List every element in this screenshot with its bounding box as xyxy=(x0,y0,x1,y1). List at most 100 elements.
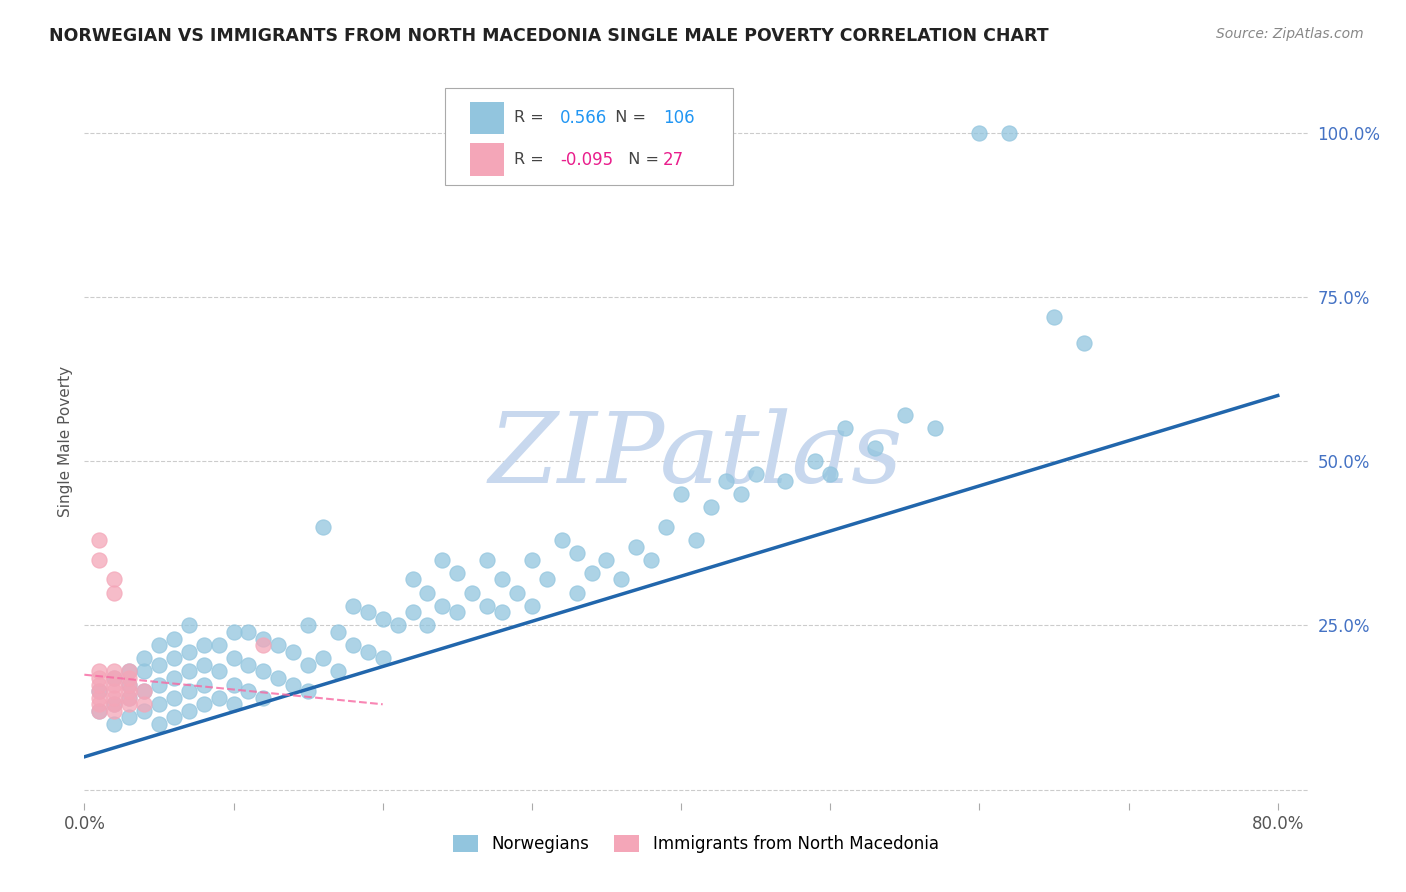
Point xyxy=(118,671,141,685)
Point xyxy=(326,665,349,679)
Point xyxy=(357,605,380,619)
Point xyxy=(252,690,274,705)
Point xyxy=(207,690,229,705)
Point xyxy=(520,599,543,613)
Point xyxy=(118,665,141,679)
Point xyxy=(491,573,513,587)
Point xyxy=(89,533,111,547)
Point xyxy=(581,566,603,580)
Point xyxy=(103,665,125,679)
Point xyxy=(998,126,1021,140)
Point xyxy=(714,474,737,488)
Point xyxy=(536,573,558,587)
Point xyxy=(283,645,305,659)
Point xyxy=(118,690,141,705)
Point xyxy=(89,665,111,679)
Point xyxy=(103,671,125,685)
Point xyxy=(283,677,305,691)
Point xyxy=(148,638,170,652)
Point xyxy=(387,618,409,632)
Point xyxy=(326,625,349,640)
Text: 106: 106 xyxy=(664,109,695,127)
Point xyxy=(312,651,335,665)
Point xyxy=(103,585,125,599)
Point xyxy=(1043,310,1066,324)
Point xyxy=(193,698,215,712)
Point xyxy=(148,677,170,691)
Point xyxy=(730,487,752,501)
Point xyxy=(118,665,141,679)
Text: ZIPatlas: ZIPatlas xyxy=(489,409,903,504)
Point xyxy=(207,665,229,679)
Point xyxy=(177,665,200,679)
Text: -0.095: -0.095 xyxy=(560,151,613,169)
Point xyxy=(297,618,319,632)
Point xyxy=(491,605,513,619)
Text: R =: R = xyxy=(513,111,548,126)
Point xyxy=(775,474,797,488)
Point xyxy=(103,698,125,712)
Point xyxy=(118,698,141,712)
Point xyxy=(475,599,498,613)
Point xyxy=(103,573,125,587)
FancyBboxPatch shape xyxy=(446,87,733,185)
Point xyxy=(238,684,260,698)
Point xyxy=(89,704,111,718)
Point xyxy=(207,638,229,652)
Point xyxy=(177,684,200,698)
Point xyxy=(238,625,260,640)
Point xyxy=(193,677,215,691)
Point xyxy=(103,698,125,712)
Point xyxy=(416,585,439,599)
Point xyxy=(177,618,200,632)
Point xyxy=(267,638,290,652)
Point xyxy=(163,632,186,646)
Point xyxy=(834,421,856,435)
Point xyxy=(312,520,335,534)
Point xyxy=(148,698,170,712)
Point xyxy=(371,651,394,665)
Point xyxy=(132,665,155,679)
Point xyxy=(163,710,186,724)
Point xyxy=(595,553,617,567)
Point xyxy=(520,553,543,567)
Point xyxy=(357,645,380,659)
Point xyxy=(148,717,170,731)
Point xyxy=(222,698,245,712)
Point xyxy=(118,710,141,724)
Point xyxy=(461,585,484,599)
Point xyxy=(132,698,155,712)
Point xyxy=(267,671,290,685)
Point xyxy=(401,605,423,619)
Text: 27: 27 xyxy=(664,151,685,169)
Point xyxy=(432,553,454,567)
Point xyxy=(297,657,319,672)
Point xyxy=(103,717,125,731)
Point xyxy=(863,441,886,455)
Text: N =: N = xyxy=(617,152,664,167)
Point xyxy=(132,684,155,698)
Point xyxy=(626,540,648,554)
Point xyxy=(669,487,692,501)
Point xyxy=(163,690,186,705)
Point xyxy=(177,704,200,718)
Point xyxy=(685,533,707,547)
Point xyxy=(432,599,454,613)
Point xyxy=(818,467,841,482)
Point xyxy=(475,553,498,567)
Point xyxy=(89,684,111,698)
Point xyxy=(148,657,170,672)
Point xyxy=(640,553,662,567)
Point xyxy=(89,698,111,712)
Point xyxy=(969,126,991,140)
Point xyxy=(118,677,141,691)
Point xyxy=(446,605,468,619)
Point xyxy=(506,585,529,599)
Point xyxy=(700,500,723,515)
Point xyxy=(565,585,588,599)
Point xyxy=(238,657,260,672)
FancyBboxPatch shape xyxy=(470,144,503,176)
Point xyxy=(446,566,468,580)
Point xyxy=(252,665,274,679)
Point xyxy=(163,671,186,685)
